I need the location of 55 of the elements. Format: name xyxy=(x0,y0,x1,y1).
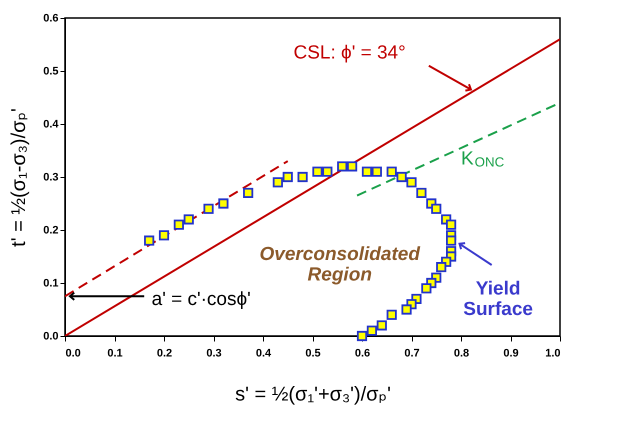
x-tick-label: 0.4 xyxy=(256,348,272,360)
point xyxy=(312,166,323,177)
y-tick-label: 0.6 xyxy=(43,12,58,24)
x-tick-label: 0.6 xyxy=(354,348,370,360)
y-tick-label: 0.3 xyxy=(43,172,58,184)
point xyxy=(372,166,382,177)
point xyxy=(406,177,417,188)
point xyxy=(337,161,348,172)
annotation: a' = c'·cosϕ' xyxy=(152,288,251,310)
y-axis-title: t' = ½(σ₁-σ₃)/σₚ' xyxy=(8,108,30,247)
point xyxy=(218,198,228,209)
annotation: Overconsolidated Region xyxy=(259,244,420,286)
point xyxy=(243,188,254,198)
point xyxy=(446,220,456,230)
x-tick-label: 0.7 xyxy=(404,348,420,360)
point xyxy=(272,177,283,188)
x-tick-label: 0.3 xyxy=(206,348,222,360)
x-tick-label: 0.9 xyxy=(503,348,519,360)
point xyxy=(362,166,372,177)
x-axis-title: s' = ½(σ₁'+σ₃')/σₚ' xyxy=(235,384,391,406)
x-tick-label: 1.0 xyxy=(545,348,560,360)
point xyxy=(366,326,377,336)
point xyxy=(158,230,170,240)
point xyxy=(421,283,432,294)
point xyxy=(396,172,407,182)
annotation: CSL: ϕ' = 34° xyxy=(294,42,406,64)
y-tick-label: 0.4 xyxy=(43,118,60,130)
point xyxy=(298,172,308,182)
point xyxy=(322,166,332,177)
point xyxy=(174,220,184,230)
annotation: KONC xyxy=(461,148,505,170)
point xyxy=(401,304,412,315)
point xyxy=(144,236,154,246)
y-tick-label: 0.2 xyxy=(43,224,58,236)
point xyxy=(416,188,426,198)
point xyxy=(376,320,387,330)
x-tick-label: 0.1 xyxy=(107,348,123,360)
point xyxy=(431,204,442,214)
x-tick-label: 0.0 xyxy=(66,348,81,360)
x-tick-label: 0.5 xyxy=(305,348,321,360)
point xyxy=(203,204,214,214)
point xyxy=(184,214,194,224)
y-tick-label: 0.5 xyxy=(43,66,58,78)
point xyxy=(436,262,446,272)
x-tick-label: 0.2 xyxy=(156,348,172,360)
point xyxy=(446,236,456,246)
annotation: Yield Surface xyxy=(463,278,533,320)
x-tick-label: 0.8 xyxy=(454,348,470,360)
point xyxy=(386,166,397,177)
point xyxy=(282,172,293,182)
point xyxy=(347,161,358,172)
y-tick-label: 0.0 xyxy=(43,330,58,342)
point xyxy=(386,310,397,320)
point xyxy=(356,330,368,342)
y-tick-label: 0.1 xyxy=(43,278,58,290)
